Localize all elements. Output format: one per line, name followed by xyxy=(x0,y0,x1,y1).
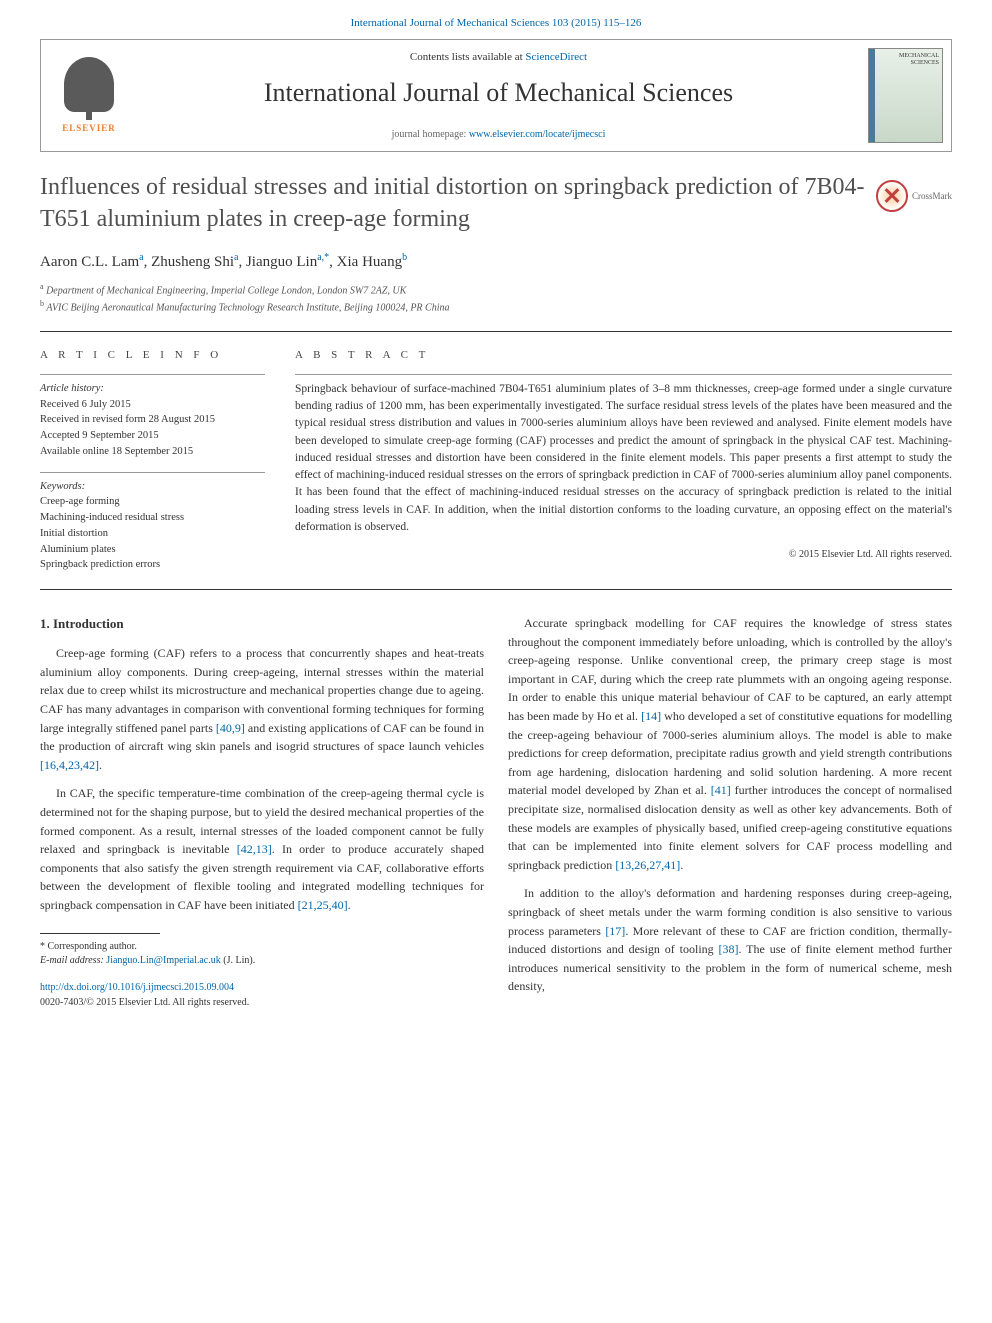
footnote-separator xyxy=(40,933,160,934)
elsevier-tree-icon xyxy=(64,57,114,112)
keywords-label: Keywords: xyxy=(40,479,265,495)
history-received: Received 6 July 2015 xyxy=(40,397,265,413)
homepage-prefix: journal homepage: xyxy=(392,129,469,140)
journal-header-box: ELSEVIER Contents lists available at Sci… xyxy=(40,39,952,152)
right-para-0: Accurate springback modelling for CAF re… xyxy=(508,614,952,874)
author-3: Xia Huang xyxy=(337,254,402,270)
copyright-line: © 2015 Elsevier Ltd. All rights reserved… xyxy=(295,548,952,562)
keyword-1: Machining-induced residual stress xyxy=(40,510,265,526)
crossmark-label: CrossMark xyxy=(912,190,952,203)
footnote-corr-label: Corresponding author. xyxy=(48,941,137,952)
aff-text-b: AVIC Beijing Aeronautical Manufacturing … xyxy=(46,302,449,313)
affiliation-b: b AVIC Beijing Aeronautical Manufacturin… xyxy=(40,298,952,315)
journal-cover-thumbnail: MECHANICAL SCIENCES xyxy=(868,48,943,143)
doi-block: http://dx.doi.org/10.1016/j.ijmecsci.201… xyxy=(40,980,484,1011)
section-heading: 1. Introduction xyxy=(40,614,484,634)
keyword-3: Aluminium plates xyxy=(40,542,265,558)
elsevier-label: ELSEVIER xyxy=(62,122,116,135)
contents-line: Contents lists available at ScienceDirec… xyxy=(137,50,860,65)
homepage-link[interactable]: www.elsevier.com/locate/ijmecsci xyxy=(469,129,606,140)
header-center: Contents lists available at ScienceDirec… xyxy=(137,42,860,150)
article-header: CrossMark Influences of residual stresse… xyxy=(40,172,952,332)
author-0: Aaron C.L. Lam xyxy=(40,254,139,270)
keywords-block: Keywords: Creep-age forming Machining-in… xyxy=(40,472,265,574)
left-para-1: In CAF, the specific temperature-time co… xyxy=(40,784,484,914)
history-online: Available online 18 September 2015 xyxy=(40,444,265,460)
affiliations: a Department of Mechanical Engineering, … xyxy=(40,281,952,316)
aff-marker-a: a xyxy=(40,282,44,291)
cover-title-text: MECHANICAL SCIENCES xyxy=(869,49,942,66)
author-2: Jianguo Lin xyxy=(246,254,317,270)
contents-prefix: Contents lists available at xyxy=(410,51,525,63)
article-info-column: A R T I C L E I N F O Article history: R… xyxy=(40,348,265,573)
issn-line: 0020-7403/© 2015 Elsevier Ltd. All right… xyxy=(40,997,249,1008)
right-para-1: In addition to the alloy's deformation a… xyxy=(508,884,952,996)
elsevier-logo: ELSEVIER xyxy=(49,53,129,138)
keyword-4: Springback prediction errors xyxy=(40,557,265,573)
crossmark-icon xyxy=(876,180,908,212)
footnote-email-link[interactable]: Jianguo.Lin@Imperial.ac.uk xyxy=(106,955,220,966)
corr-star: ,* xyxy=(322,252,330,263)
abstract-column: A B S T R A C T Springback behaviour of … xyxy=(295,348,952,573)
right-column: Accurate springback modelling for CAF re… xyxy=(508,614,952,1010)
footnote-email-suffix: (J. Lin). xyxy=(223,955,255,966)
left-para-0: Creep-age forming (CAF) refers to a proc… xyxy=(40,644,484,774)
doi-link[interactable]: http://dx.doi.org/10.1016/j.ijmecsci.201… xyxy=(40,982,234,993)
article-history: Article history: Received 6 July 2015 Re… xyxy=(40,374,265,460)
cover-stripe xyxy=(869,49,875,142)
footnote-email-label: E-mail address: xyxy=(40,955,104,966)
corresponding-footnote: * Corresponding author. E-mail address: … xyxy=(40,940,484,968)
journal-name: International Journal of Mechanical Scie… xyxy=(137,75,860,111)
journal-reference: International Journal of Mechanical Scie… xyxy=(0,0,992,39)
footnote-star: * xyxy=(40,941,45,952)
sciencedirect-link[interactable]: ScienceDirect xyxy=(525,51,587,63)
body-columns: 1. Introduction Creep-age forming (CAF) … xyxy=(40,614,952,1030)
abstract-text: Springback behaviour of surface-machined… xyxy=(295,374,952,536)
author-1: Zhusheng Shi xyxy=(151,254,234,270)
article-title: Influences of residual stresses and init… xyxy=(40,172,872,234)
article-section: CrossMark Influences of residual stresse… xyxy=(0,172,992,1030)
crossmark-badge[interactable]: CrossMark xyxy=(876,180,952,212)
info-abstract-row: A R T I C L E I N F O Article history: R… xyxy=(40,348,952,590)
keyword-0: Creep-age forming xyxy=(40,494,265,510)
author-1-aff: a xyxy=(234,252,238,263)
author-3-aff: b xyxy=(402,252,407,263)
history-accepted: Accepted 9 September 2015 xyxy=(40,428,265,444)
affiliation-a: a Department of Mechanical Engineering, … xyxy=(40,281,952,298)
left-column: 1. Introduction Creep-age forming (CAF) … xyxy=(40,614,484,1010)
authors-line: Aaron C.L. Lama, Zhusheng Shia, Jianguo … xyxy=(40,251,952,273)
aff-marker-b: b xyxy=(40,299,44,308)
history-revised: Received in revised form 28 August 2015 xyxy=(40,412,265,428)
homepage-line: journal homepage: www.elsevier.com/locat… xyxy=(137,128,860,142)
keyword-2: Initial distortion xyxy=(40,526,265,542)
author-0-aff: a xyxy=(139,252,143,263)
aff-text-a: Department of Mechanical Engineering, Im… xyxy=(46,285,406,296)
abstract-heading: A B S T R A C T xyxy=(295,348,952,363)
history-label: Article history: xyxy=(40,381,265,397)
article-info-heading: A R T I C L E I N F O xyxy=(40,348,265,363)
